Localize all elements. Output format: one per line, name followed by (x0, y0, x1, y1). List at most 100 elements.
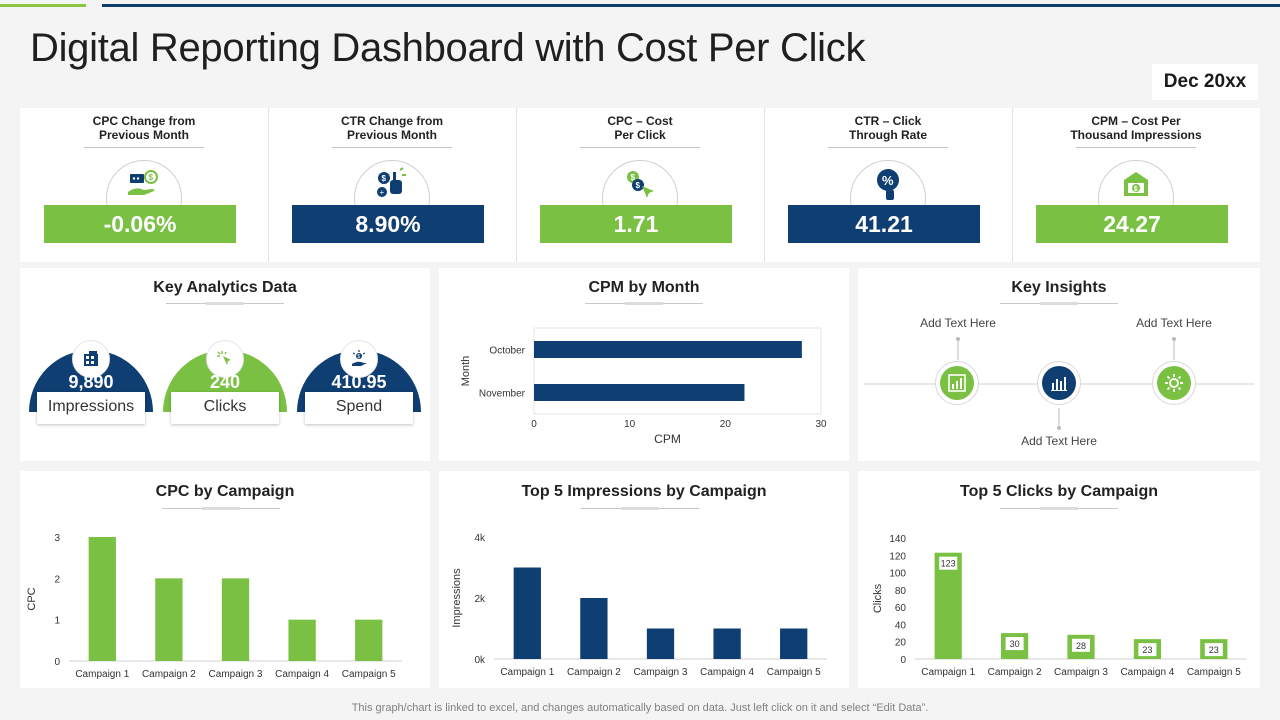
date-badge: Dec 20xx (1152, 64, 1258, 100)
kpi-title: CPC Change from Previous Month (92, 114, 196, 142)
analytics-card: 240 Clicks (163, 340, 287, 430)
y-tick-label: 20 (895, 638, 907, 649)
card-value: 410.95 (331, 372, 387, 392)
kpi-card: CPC Change from Previous Month $ -0.06% (20, 108, 268, 262)
data-label: 28 (1076, 641, 1086, 651)
x-tick-label: Campaign 3 (634, 667, 688, 678)
kpi-row: CPC Change from Previous Month $ -0.06% CTR … (20, 108, 1260, 262)
kpi-value: 8.90% (292, 205, 484, 243)
clicks-bar-chart: 0 20 40 60 80 100 120 140 Campaign 1 123 Campaign … (872, 534, 1247, 678)
kpi-value: 24.27 (1036, 205, 1228, 243)
kpi-card: CPC – Cost Per Click $ $1.71 (516, 108, 764, 262)
bar (288, 619, 316, 661)
impressions-panel: Top 5 Impressions by Campaign 0k 2k 4k Camp… (439, 471, 849, 688)
x-tick-label: Campaign 5 (1187, 667, 1241, 678)
insight-node-3 (1152, 361, 1196, 405)
impressions-bar-chart: 0k 2k 4k Campaign 1 Campaign 2 Campaign 3 Camp… (451, 533, 827, 678)
x-tick-label: 30 (815, 419, 827, 430)
x-tick-label: Campaign 1 (921, 667, 975, 678)
svg-text:$: $ (1134, 186, 1138, 193)
x-tick-label: Campaign 1 (500, 667, 554, 678)
x-tick-label: Campaign 2 (142, 669, 196, 680)
svg-text:$: $ (382, 174, 387, 183)
cpc-bar-chart: 0 1 2 3 Campaign 1 Campaign 2 Campaign 3 Campai… (26, 533, 402, 680)
y-tick-label: 0 (900, 655, 906, 666)
kpi-card: CTR Change from Previous Month $ + 8.90% (268, 108, 516, 262)
bar (88, 537, 116, 661)
coins-cursor-icon: $$ (627, 171, 654, 198)
data-label-bg (1005, 637, 1024, 651)
data-label: 23 (1209, 645, 1219, 655)
insight-text-1: Add Text Here (920, 316, 996, 330)
data-label: 123 (941, 559, 956, 569)
kpi-title-underline (84, 147, 204, 148)
title-underline-accent (202, 507, 240, 510)
x-tick-label: Campaign 2 (988, 667, 1042, 678)
x-tick-label: 0 (531, 419, 537, 430)
bar (534, 341, 802, 358)
svg-text:$: $ (357, 354, 360, 360)
cpc-panel: CPC by Campaign 0 1 2 3 Campaign 1 Campaign 2… (20, 471, 430, 688)
y-tick-label: 0 (54, 657, 60, 668)
click-hand-icon: $+ (377, 167, 406, 197)
y-tick-label: 60 (895, 603, 907, 614)
insight-node-2 (1037, 361, 1081, 405)
card-label: Clicks (171, 392, 279, 424)
kpi-title: CTR Change from Previous Month (341, 114, 443, 142)
cpm-bar-chart: 0 10 20 30 October November CPM Month (460, 327, 827, 446)
svg-text:$: $ (636, 181, 641, 190)
page-title: Digital Reporting Dashboard with Cost Pe… (30, 26, 866, 70)
y-tick-label: 140 (889, 534, 906, 545)
chart-report-icon (940, 366, 974, 400)
clicks-chart-title: Top 5 Clicks by Campaign (960, 483, 1158, 500)
bar (580, 598, 608, 659)
data-label-bg (1138, 643, 1157, 657)
kpi-title: CTR – Click Through Rate (849, 114, 927, 142)
cpc-chart-title: CPC by Campaign (155, 483, 295, 500)
card-icon-badge (72, 340, 110, 378)
cursor-click-icon (217, 351, 231, 365)
data-label-bg (1072, 638, 1090, 652)
title-underline-accent (621, 507, 659, 510)
y-axis-label: Clicks (872, 583, 884, 613)
x-tick-label: Campaign 4 (275, 669, 329, 680)
kpi-title-underline (828, 147, 948, 148)
kpi-title: CPC – Cost Per Click (607, 114, 673, 142)
analytics-card: 9,890 Impressions (29, 340, 153, 430)
money-box-icon: $ (1124, 172, 1148, 196)
card-icon-badge: $ (340, 340, 378, 378)
card-label: Spend (305, 392, 413, 424)
percent-click-icon: % (877, 169, 899, 200)
bar (713, 628, 741, 659)
key-analytics-title: Key Analytics Data (153, 279, 297, 296)
bar (646, 628, 675, 659)
card-value: 9,890 (68, 372, 114, 392)
y-axis-label: CPC (26, 587, 38, 610)
insight-text-3: Add Text Here (1136, 316, 1212, 330)
kpi-card: CTR – Click Through Rate% 41.21 (764, 108, 1012, 262)
cpm-chart-title: CPM by Month (588, 279, 700, 296)
x-axis-label: CPM (654, 432, 681, 446)
y-tick-label: 40 (895, 620, 907, 631)
kpi-divider (764, 108, 765, 262)
y-tick-label: 80 (895, 586, 907, 597)
data-label-bg (1204, 643, 1223, 657)
y-tick-label: 2k (474, 594, 486, 605)
title-underline-accent (625, 302, 663, 305)
data-label-bg (939, 556, 958, 570)
kpi-title: CPM – Cost Per Thousand Impressions (1070, 114, 1202, 142)
x-tick-label: Campaign 1 (75, 669, 129, 680)
hand-money-icon: $ (352, 350, 367, 366)
svg-text:$: $ (631, 173, 636, 182)
y-axis-label: Impressions (451, 568, 463, 628)
bar (155, 578, 183, 661)
y-tick-label: 4k (474, 533, 486, 544)
x-tick-label: Campaign 5 (342, 669, 396, 680)
footer-note: This graph/chart is linked to excel, and… (351, 702, 929, 714)
data-label: 30 (1010, 639, 1020, 649)
x-tick-label: Campaign 4 (1120, 667, 1174, 678)
insight-text-2: Add Text Here (1021, 434, 1097, 448)
kpi-value: -0.06% (44, 205, 236, 243)
kpi-divider (268, 108, 269, 262)
x-tick-label: Campaign 2 (567, 667, 621, 678)
